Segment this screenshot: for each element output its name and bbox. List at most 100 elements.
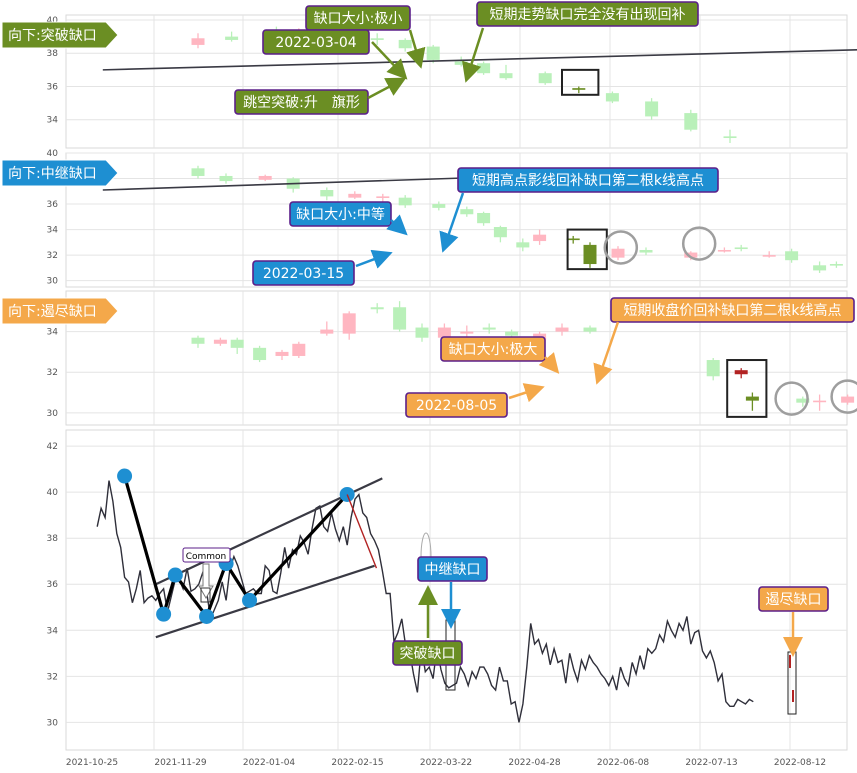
pivot-point <box>167 567 183 583</box>
candle-body <box>499 73 513 79</box>
candle-body <box>460 331 474 334</box>
y-tick-label: 36 <box>47 580 59 590</box>
gap-size-label-2-box <box>289 201 392 227</box>
candle-body <box>415 327 429 338</box>
gap-size-label-3: 缺口大小:极大 <box>449 342 538 358</box>
candle-body <box>639 249 653 253</box>
tag-runaway-shape <box>1 159 119 187</box>
note-label-2: 短期高点影线回补缺口第二根k线高点 <box>472 172 704 189</box>
x-tick-label: 2021-11-29 <box>154 758 207 768</box>
candle-body <box>292 343 306 356</box>
annotation-arrow <box>439 192 465 253</box>
exhaustion-label: 遏尽缺口 <box>766 592 822 608</box>
tag-breakaway-shape <box>1 21 119 49</box>
candle-body <box>393 307 407 330</box>
candle-body <box>566 238 580 241</box>
candle-body <box>533 234 547 242</box>
candle-body <box>477 63 491 74</box>
candle-body <box>841 396 855 403</box>
note-label-1-box <box>476 1 699 27</box>
candle-body <box>645 101 659 117</box>
tag-runaway: 向下:中继缺口 <box>8 166 97 182</box>
candle-body <box>723 136 737 139</box>
candle-body <box>460 209 474 215</box>
x-tick-label: 2022-01-04 <box>243 758 296 768</box>
candle-body <box>275 351 289 356</box>
date-label-3-box <box>405 392 508 418</box>
x-tick-label: 2022-03-22 <box>420 758 472 768</box>
gap-fill-circle <box>774 381 809 416</box>
candle-body <box>225 36 239 40</box>
candle-body <box>762 255 776 257</box>
candle-body <box>583 327 597 332</box>
candle-body <box>538 73 552 84</box>
candle-body <box>437 327 451 338</box>
candle-body <box>684 113 698 130</box>
date-label-3: 2022-08-05 <box>416 398 497 414</box>
runaway-label: 中继缺口 <box>425 562 481 578</box>
note-label-2-box <box>457 167 719 193</box>
y-tick-label: 30 <box>47 718 59 728</box>
candle-body <box>796 398 810 403</box>
pattern-label-1-box <box>234 89 369 115</box>
y-tick-label: 38 <box>47 534 59 544</box>
candle-body <box>734 370 748 375</box>
breakaway-label-box <box>392 640 463 666</box>
date-label-1-box <box>262 29 370 55</box>
gap-box <box>726 359 768 418</box>
candle-body <box>342 313 356 334</box>
last-leg <box>346 494 378 569</box>
candle-body <box>813 265 827 271</box>
candle-body <box>398 39 412 49</box>
runaway-label-box <box>417 556 488 582</box>
annotation-arrow <box>355 249 393 269</box>
pivot-point <box>199 608 215 624</box>
candle-body <box>253 347 267 361</box>
note-label-3: 短期收盘价回补缺口第二根k线高点 <box>623 302 841 319</box>
note-label-3-box <box>610 297 855 323</box>
common-label-box <box>182 547 231 563</box>
candle-body <box>191 38 205 45</box>
pivot-point <box>156 606 172 622</box>
date-label-2: 2022-03-15 <box>263 266 344 282</box>
candle-body <box>370 307 384 310</box>
candle-body <box>432 204 446 208</box>
candle-body <box>734 247 748 250</box>
gap-fill-circle <box>681 226 717 261</box>
candle-body <box>320 329 334 334</box>
channel-line <box>155 564 375 639</box>
note-label-1: 短期走势缺口完全没有出现回补 <box>490 6 686 23</box>
annotation-arrow <box>367 77 407 100</box>
y-tick-label: 36 <box>47 82 59 92</box>
candle-body <box>320 190 334 197</box>
y-tick-label: 42 <box>47 442 58 452</box>
y-tick-label: 30 <box>47 277 59 287</box>
annotation-arrow <box>508 383 545 403</box>
candle-body <box>813 400 827 403</box>
tag-breakaway: 向下:突破缺口 <box>8 28 97 44</box>
gap-size-label-2: 缺口大小:中等 <box>296 206 385 223</box>
y-tick-label: 34 <box>47 116 59 126</box>
candle-body <box>605 93 619 102</box>
gap-box <box>566 228 608 271</box>
candle-body <box>477 212 491 224</box>
candle-body <box>348 193 362 198</box>
candle-body <box>829 264 843 266</box>
y-tick-label: 40 <box>47 149 59 159</box>
candle-body <box>583 244 597 265</box>
x-tick-label: 2022-07-13 <box>685 758 737 768</box>
y-tick-label: 34 <box>47 626 59 636</box>
gap-size-label-3-box <box>440 336 546 362</box>
x-tick-label: 2022-06-08 <box>597 758 650 768</box>
x-tick-label: 2021-10-25 <box>66 758 118 768</box>
date-label-1: 2022-03-04 <box>275 35 356 51</box>
common-gap-box <box>200 587 211 603</box>
candle-body <box>398 197 412 206</box>
candle-body <box>516 242 530 248</box>
annotation-arrow <box>386 214 408 236</box>
tag-exhaustion: 向下:遏尽缺口 <box>8 304 97 320</box>
y-tick-label: 36 <box>47 200 59 210</box>
candle-body <box>376 196 390 198</box>
candle-body <box>706 360 720 377</box>
